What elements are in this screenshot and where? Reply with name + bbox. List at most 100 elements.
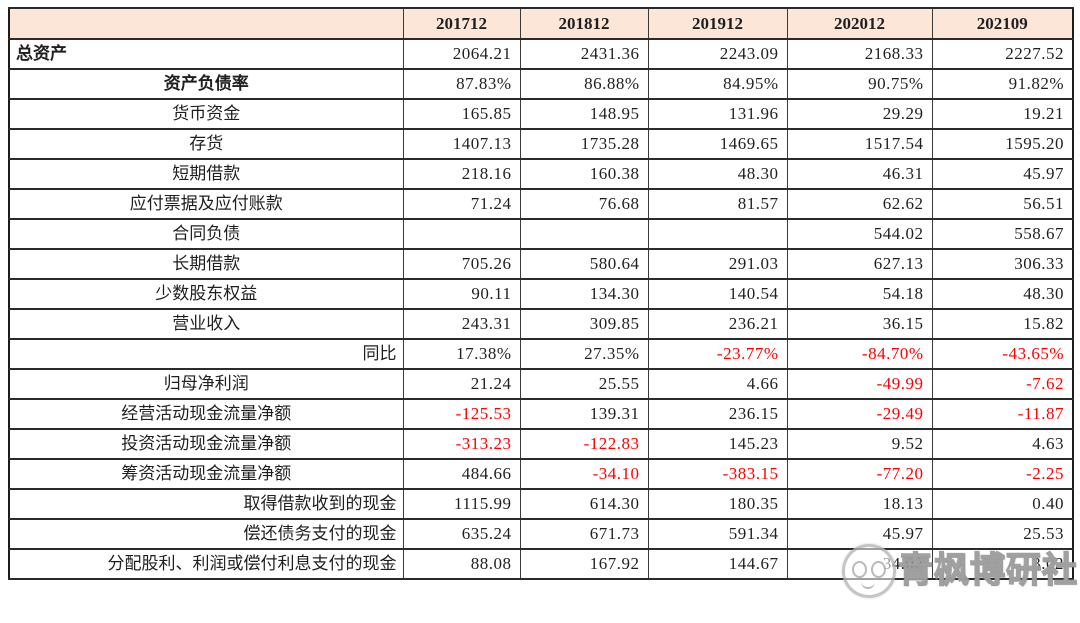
cell-value: 180.35: [647, 488, 788, 520]
table-body: 总资产 2064.21 2431.36 2243.09 2168.33 2227.52 资产…: [8, 38, 1074, 580]
cell-value: 309.85: [519, 308, 649, 340]
cell-value: 306.33: [931, 248, 1074, 280]
cell-value: 36.15: [786, 308, 933, 340]
row-label: 取得借款收到的现金: [8, 488, 404, 520]
table-row: 长期借款 705.26 580.64 291.03 627.13 306.33: [8, 248, 1074, 280]
cell-value: 580.64: [519, 248, 649, 280]
cell-value: 90.75%: [786, 68, 933, 100]
cell-value: 84.95%: [647, 68, 788, 100]
cell-value: 1469.65: [647, 128, 788, 160]
row-label: 偿还债务支付的现金: [8, 518, 404, 550]
cell-value: [402, 218, 521, 250]
cell-value: 165.85: [402, 98, 521, 130]
row-label: 短期借款: [8, 158, 404, 190]
table-row: 应付票据及应付账款 71.24 76.68 81.57 62.62 56.51: [8, 188, 1074, 220]
cell-value: 144.67: [647, 548, 788, 580]
cell-value: 131.96: [647, 98, 788, 130]
cell-value: 4.63: [931, 428, 1074, 460]
row-label: 货币资金: [8, 98, 404, 130]
cell-value: 46.31: [786, 158, 933, 190]
row-label: 合同负债: [8, 218, 404, 250]
cell-value: -122.83: [519, 428, 649, 460]
table-row: 货币资金 165.85 148.95 131.96 29.29 19.21: [8, 98, 1074, 130]
cell-value: 88.08: [402, 548, 521, 580]
cell-value: -11.87: [931, 398, 1074, 430]
financial-table-container: 201712 201812 201912 202012 202109 总资产 20…: [8, 7, 1074, 580]
header-year-201712: 201712: [402, 7, 521, 40]
table-row: 总资产 2064.21 2431.36 2243.09 2168.33 2227.52: [8, 38, 1074, 70]
cell-value: -7.62: [931, 368, 1074, 400]
cell-value: [647, 218, 788, 250]
table-row: 合同负债 544.02 558.67: [8, 218, 1074, 250]
cell-value: 2168.33: [786, 38, 933, 70]
table-row: 经营活动现金流量净额 -125.53 139.31 236.15 -29.49 -11.8…: [8, 398, 1074, 430]
cell-value: -125.53: [402, 398, 521, 430]
table-row: 资产负债率 87.83% 86.88% 84.95% 90.75% 91.82%: [8, 68, 1074, 100]
cell-value: -383.15: [647, 458, 788, 490]
cell-value: -23.77%: [647, 338, 788, 370]
row-label: 总资产: [8, 38, 404, 70]
cell-value: 54.18: [786, 278, 933, 310]
cell-value: -84.70%: [786, 338, 933, 370]
cell-value: 2431.36: [519, 38, 649, 70]
cell-value: 87.83%: [402, 68, 521, 100]
row-label: 投资活动现金流量净额: [8, 428, 404, 460]
cell-value: 2243.09: [647, 38, 788, 70]
cell-value: 91.82%: [931, 68, 1074, 100]
cell-value: -29.49: [786, 398, 933, 430]
cell-value: 140.54: [647, 278, 788, 310]
row-label: 筹资活动现金流量净额: [8, 458, 404, 490]
cell-value: -43.65%: [931, 338, 1074, 370]
cell-value: 45.97: [931, 158, 1074, 190]
cell-value: 90.11: [402, 278, 521, 310]
table-row: 同比 17.38% 27.35% -23.77% -84.70% -43.65%: [8, 338, 1074, 370]
cell-value: 15.82: [931, 308, 1074, 340]
cell-value: 71.24: [402, 188, 521, 220]
cell-value: 25.53: [931, 518, 1074, 550]
cell-value: 4.66: [647, 368, 788, 400]
cell-value: -2.25: [931, 458, 1074, 490]
cell-value: 134.30: [519, 278, 649, 310]
cell-value: 705.26: [402, 248, 521, 280]
cell-value: -313.23: [402, 428, 521, 460]
table-row: 存货 1407.13 1735.28 1469.65 1517.54 1595.20: [8, 128, 1074, 160]
cell-value: 243.31: [402, 308, 521, 340]
header-corner-cell: [8, 7, 404, 40]
cell-value: 86.88%: [519, 68, 649, 100]
cell-value: 34.02: [786, 548, 933, 580]
cell-value: 29.29: [786, 98, 933, 130]
row-label: 同比: [8, 338, 404, 370]
cell-value: 9.52: [786, 428, 933, 460]
row-label: 应付票据及应付账款: [8, 188, 404, 220]
cell-value: [519, 218, 649, 250]
cell-value: 160.38: [519, 158, 649, 190]
cell-value: 591.34: [647, 518, 788, 550]
row-label: 分配股利、利润或偿付利息支付的现金: [8, 548, 404, 580]
cell-value: 291.03: [647, 248, 788, 280]
cell-value: 76.68: [519, 188, 649, 220]
cell-value: 614.30: [519, 488, 649, 520]
cell-value: 139.31: [519, 398, 649, 430]
cell-value: 48.30: [931, 278, 1074, 310]
cell-value: 17.38%: [402, 338, 521, 370]
cell-value: 167.92: [519, 548, 649, 580]
table-row: 分配股利、利润或偿付利息支付的现金 88.08 167.92 144.67 34.02 3…: [8, 548, 1074, 580]
row-label: 存货: [8, 128, 404, 160]
table-row: 偿还债务支付的现金 635.24 671.73 591.34 45.97 25.53: [8, 518, 1074, 550]
cell-value: 627.13: [786, 248, 933, 280]
cell-value: 2227.52: [931, 38, 1074, 70]
cell-value: 2064.21: [402, 38, 521, 70]
row-label: 少数股东权益: [8, 278, 404, 310]
table-row: 少数股东权益 90.11 134.30 140.54 54.18 48.30: [8, 278, 1074, 310]
row-label: 长期借款: [8, 248, 404, 280]
cell-value: 81.57: [647, 188, 788, 220]
cell-value: 3.02: [931, 548, 1074, 580]
cell-value: 671.73: [519, 518, 649, 550]
cell-value: 27.35%: [519, 338, 649, 370]
table-row: 取得借款收到的现金 1115.99 614.30 180.35 18.13 0.40: [8, 488, 1074, 520]
cell-value: 1735.28: [519, 128, 649, 160]
cell-value: 218.16: [402, 158, 521, 190]
row-label: 资产负债率: [8, 68, 404, 100]
cell-value: 45.97: [786, 518, 933, 550]
table-row: 营业收入 243.31 309.85 236.21 36.15 15.82: [8, 308, 1074, 340]
